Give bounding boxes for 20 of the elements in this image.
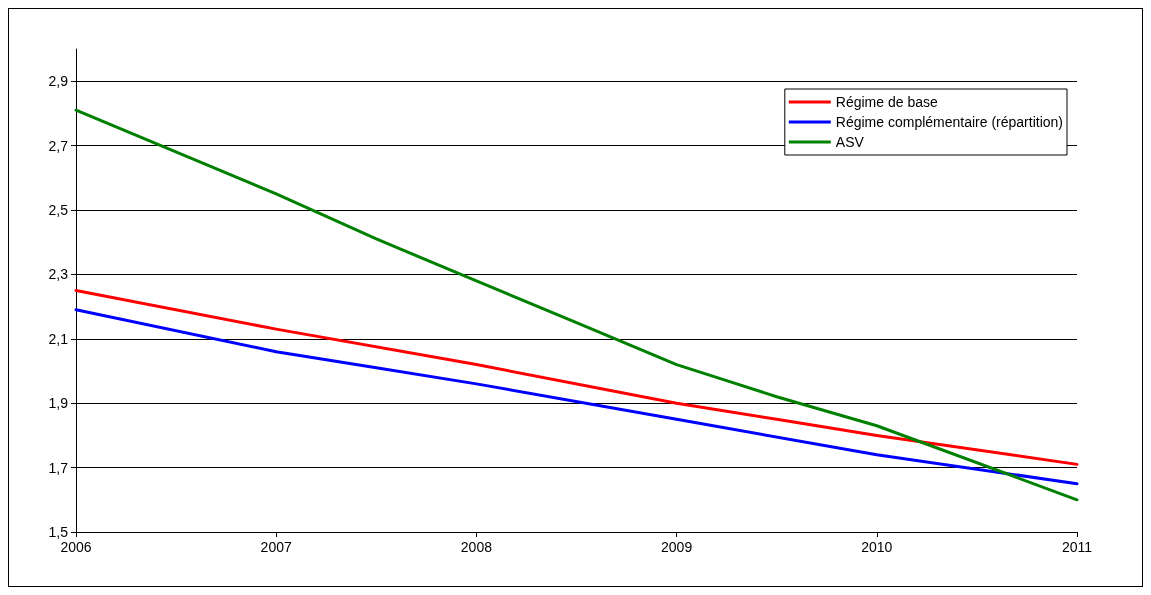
x-tick-label: 2007 [260,539,292,555]
y-tick-label: 1,9 [48,395,69,412]
legend-label: ASV [835,134,865,150]
y-tick-label: 1,7 [48,459,69,476]
line-series [74,308,1079,486]
legend-label: Régime de base [835,94,938,110]
line-series [74,289,1079,466]
y-tick-label: 1,5 [48,524,69,540]
y-tick-label: 2,5 [48,202,69,218]
x-tick-label: 2006 [60,539,92,555]
x-tick-label: 2011 [1061,539,1093,555]
line-series [74,108,1079,502]
x-tick-label: 2009 [661,539,693,555]
x-tick-label: 2010 [861,539,893,555]
y-tick-label: 2,3 [48,266,69,283]
y-tick-label: 2,7 [48,137,69,154]
y-tick-label: 2,9 [48,73,69,90]
legend-label: Régime complémentaire (répartition) [835,114,1063,130]
y-tick-label: 2,1 [48,330,69,347]
x-tick-label: 2008 [460,539,493,555]
